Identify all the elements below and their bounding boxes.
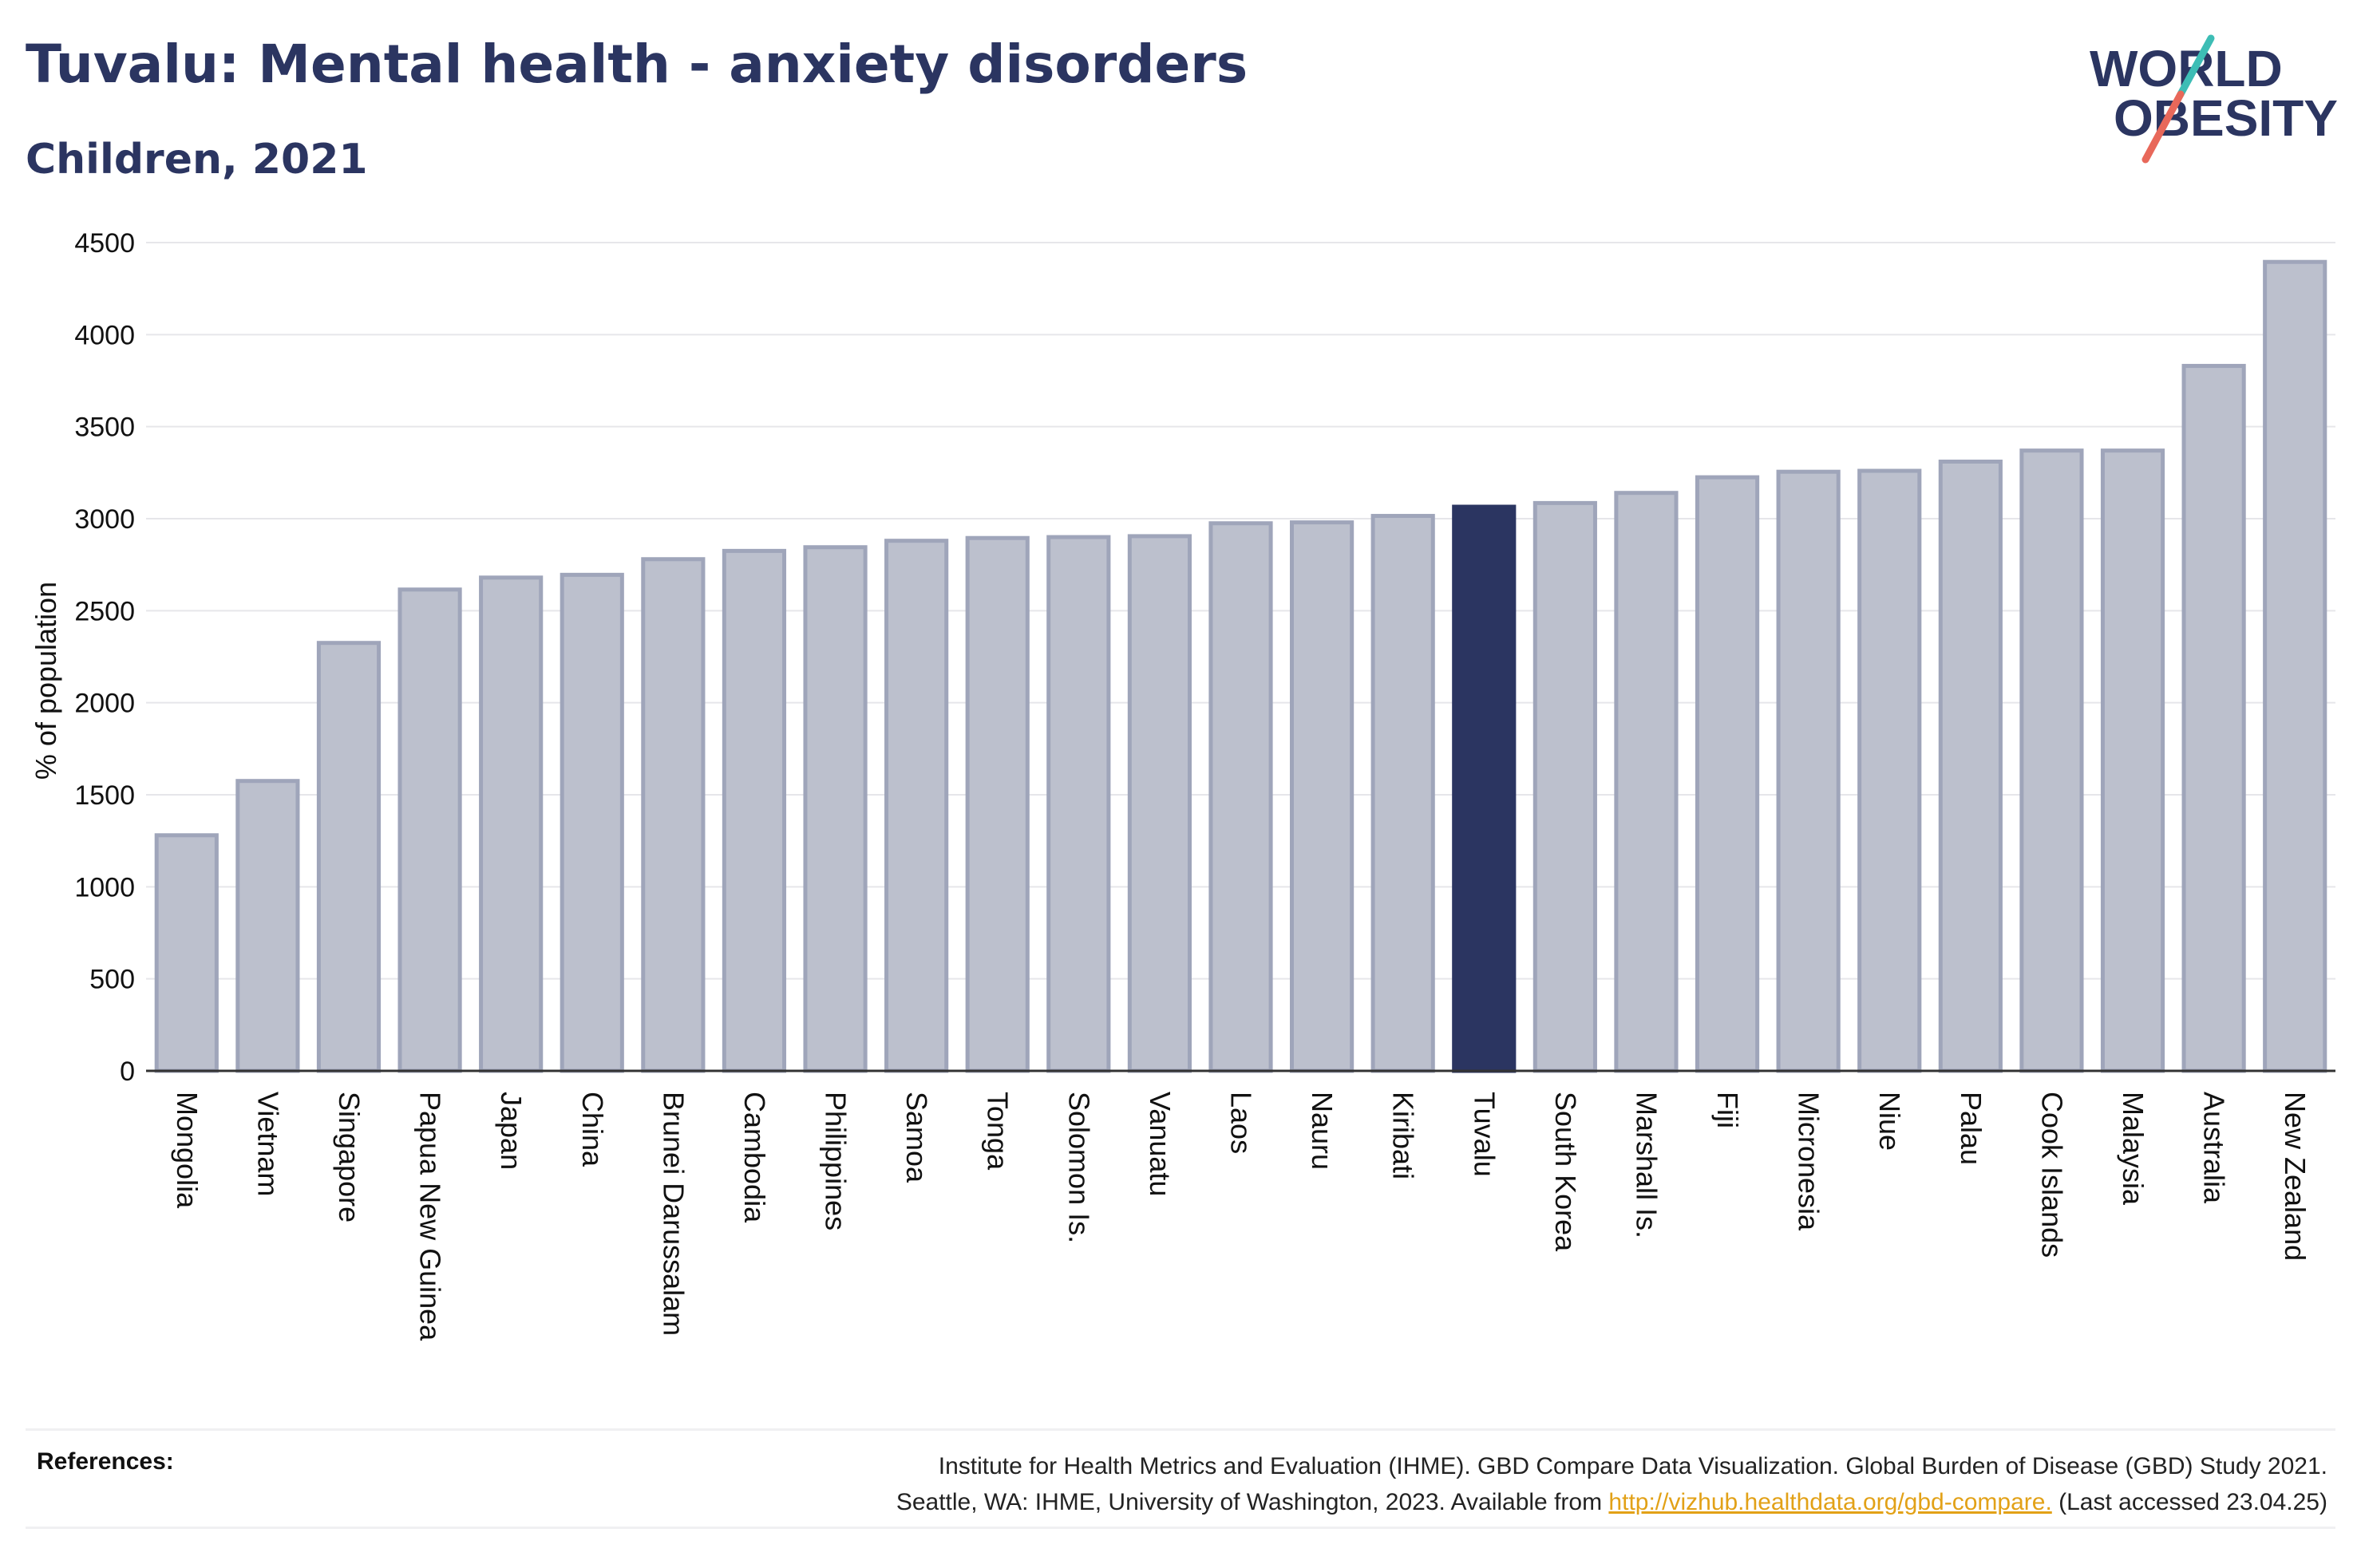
bar <box>803 545 868 1073</box>
x-tick-label: Cambodia <box>738 1092 771 1223</box>
y-tick-label: 3000 <box>74 504 135 535</box>
bar <box>1532 500 1597 1073</box>
world-obesity-logo: WORLD OBESITY <box>2090 34 2338 164</box>
references-line2: Seattle, WA: IHME, University of Washing… <box>896 1484 2327 1520</box>
x-tick-label: Solomon Is. <box>1062 1092 1095 1243</box>
references-text: Institute for Health Metrics and Evaluat… <box>896 1448 2327 1520</box>
bar <box>1208 521 1273 1073</box>
x-tick-label: Australia <box>2198 1092 2231 1204</box>
x-tick-label: New Zealand <box>2279 1092 2312 1261</box>
x-tick-label: Philippines <box>820 1092 852 1230</box>
chart-title: Tuvalu: Mental health - anxiety disorder… <box>26 34 1248 95</box>
bar <box>1857 468 1922 1073</box>
x-tick-label: Brunei Darussalam <box>657 1092 690 1336</box>
y-axis-label: % of population <box>30 582 62 780</box>
bar <box>1938 459 2003 1073</box>
bar <box>2181 364 2246 1073</box>
bar <box>641 557 706 1073</box>
y-tick-label: 2000 <box>74 689 135 719</box>
bar <box>560 572 624 1073</box>
bar <box>1127 534 1192 1073</box>
bar <box>965 535 1030 1073</box>
y-tick-label: 3500 <box>74 413 135 443</box>
bar <box>1695 475 1760 1073</box>
bar <box>1290 520 1355 1073</box>
x-tick-label: Papua New Guinea <box>414 1092 447 1341</box>
bar <box>1776 469 1841 1073</box>
y-tick-label: 0 <box>120 1057 135 1087</box>
references-link[interactable]: http://vizhub.healthdata.org/gbd-compare… <box>1608 1489 2052 1515</box>
x-tick-label: Malaysia <box>2117 1092 2149 1206</box>
x-tick-label: Nauru <box>1306 1092 1339 1170</box>
bar <box>1046 535 1111 1073</box>
logo-slash-coral <box>2142 90 2185 164</box>
x-tick-label: Laos <box>1225 1092 1258 1154</box>
x-tick-label: Vietnam <box>251 1092 284 1196</box>
bar <box>479 575 544 1073</box>
bar <box>884 539 949 1073</box>
logo-slash-teal <box>2177 34 2215 98</box>
x-tick-label: Mongolia <box>171 1092 204 1209</box>
references-panel: References: Institute for Health Metrics… <box>26 1428 2335 1529</box>
x-tick-label: Fiji <box>1711 1092 1744 1128</box>
x-tick-label: Tonga <box>982 1092 1014 1171</box>
references-line2-suffix: (Last accessed 23.04.25) <box>2051 1489 2327 1515</box>
bar <box>154 833 219 1073</box>
x-tick-label: Micronesia <box>1793 1092 1825 1231</box>
bar <box>1452 504 1517 1073</box>
y-tick-label: 4500 <box>74 228 135 259</box>
y-tick-label: 4000 <box>74 320 135 350</box>
references-line2-prefix: Seattle, WA: IHME, University of Washing… <box>896 1489 1609 1515</box>
y-tick-label: 2500 <box>74 596 135 626</box>
x-tick-label: South Korea <box>1549 1092 1582 1252</box>
x-tick-label: Samoa <box>900 1092 933 1183</box>
references-label: References: <box>37 1448 174 1475</box>
x-tick-label: Marshall Is. <box>1630 1092 1663 1238</box>
x-tick-label: China <box>576 1092 609 1167</box>
x-tick-label: Kiribati <box>1387 1092 1420 1179</box>
bar-chart: 0 500 1000 1500 2000 2500 3000 3500 4000 4500 % of… <box>30 228 2335 1341</box>
x-tick-label: Cook Islands <box>2035 1092 2068 1258</box>
bar <box>2100 448 2165 1073</box>
x-tick-label: Vanuatu <box>1144 1092 1177 1196</box>
x-tick-label: Singapore <box>333 1092 366 1222</box>
bar <box>316 641 382 1073</box>
x-tick-label: Japan <box>495 1092 528 1170</box>
bar <box>1370 514 1435 1073</box>
x-tick-label: Tuvalu <box>1468 1092 1501 1177</box>
bar <box>2019 448 2084 1073</box>
bar <box>397 587 462 1073</box>
x-tick-label: Niue <box>1873 1092 1906 1151</box>
x-tick-label: Palau <box>1955 1092 1987 1165</box>
chart-subtitle: Children, 2021 <box>26 136 368 184</box>
y-tick-label: 1000 <box>74 872 135 902</box>
logo-line2: OBESITY <box>2114 89 2338 147</box>
bar <box>235 779 300 1073</box>
references-line1: Institute for Health Metrics and Evaluat… <box>938 1453 2327 1479</box>
bar <box>2263 259 2327 1073</box>
y-tick-label: 500 <box>89 965 135 995</box>
bar <box>722 548 787 1073</box>
y-tick-label: 1500 <box>74 780 135 811</box>
bar <box>1614 491 1679 1073</box>
